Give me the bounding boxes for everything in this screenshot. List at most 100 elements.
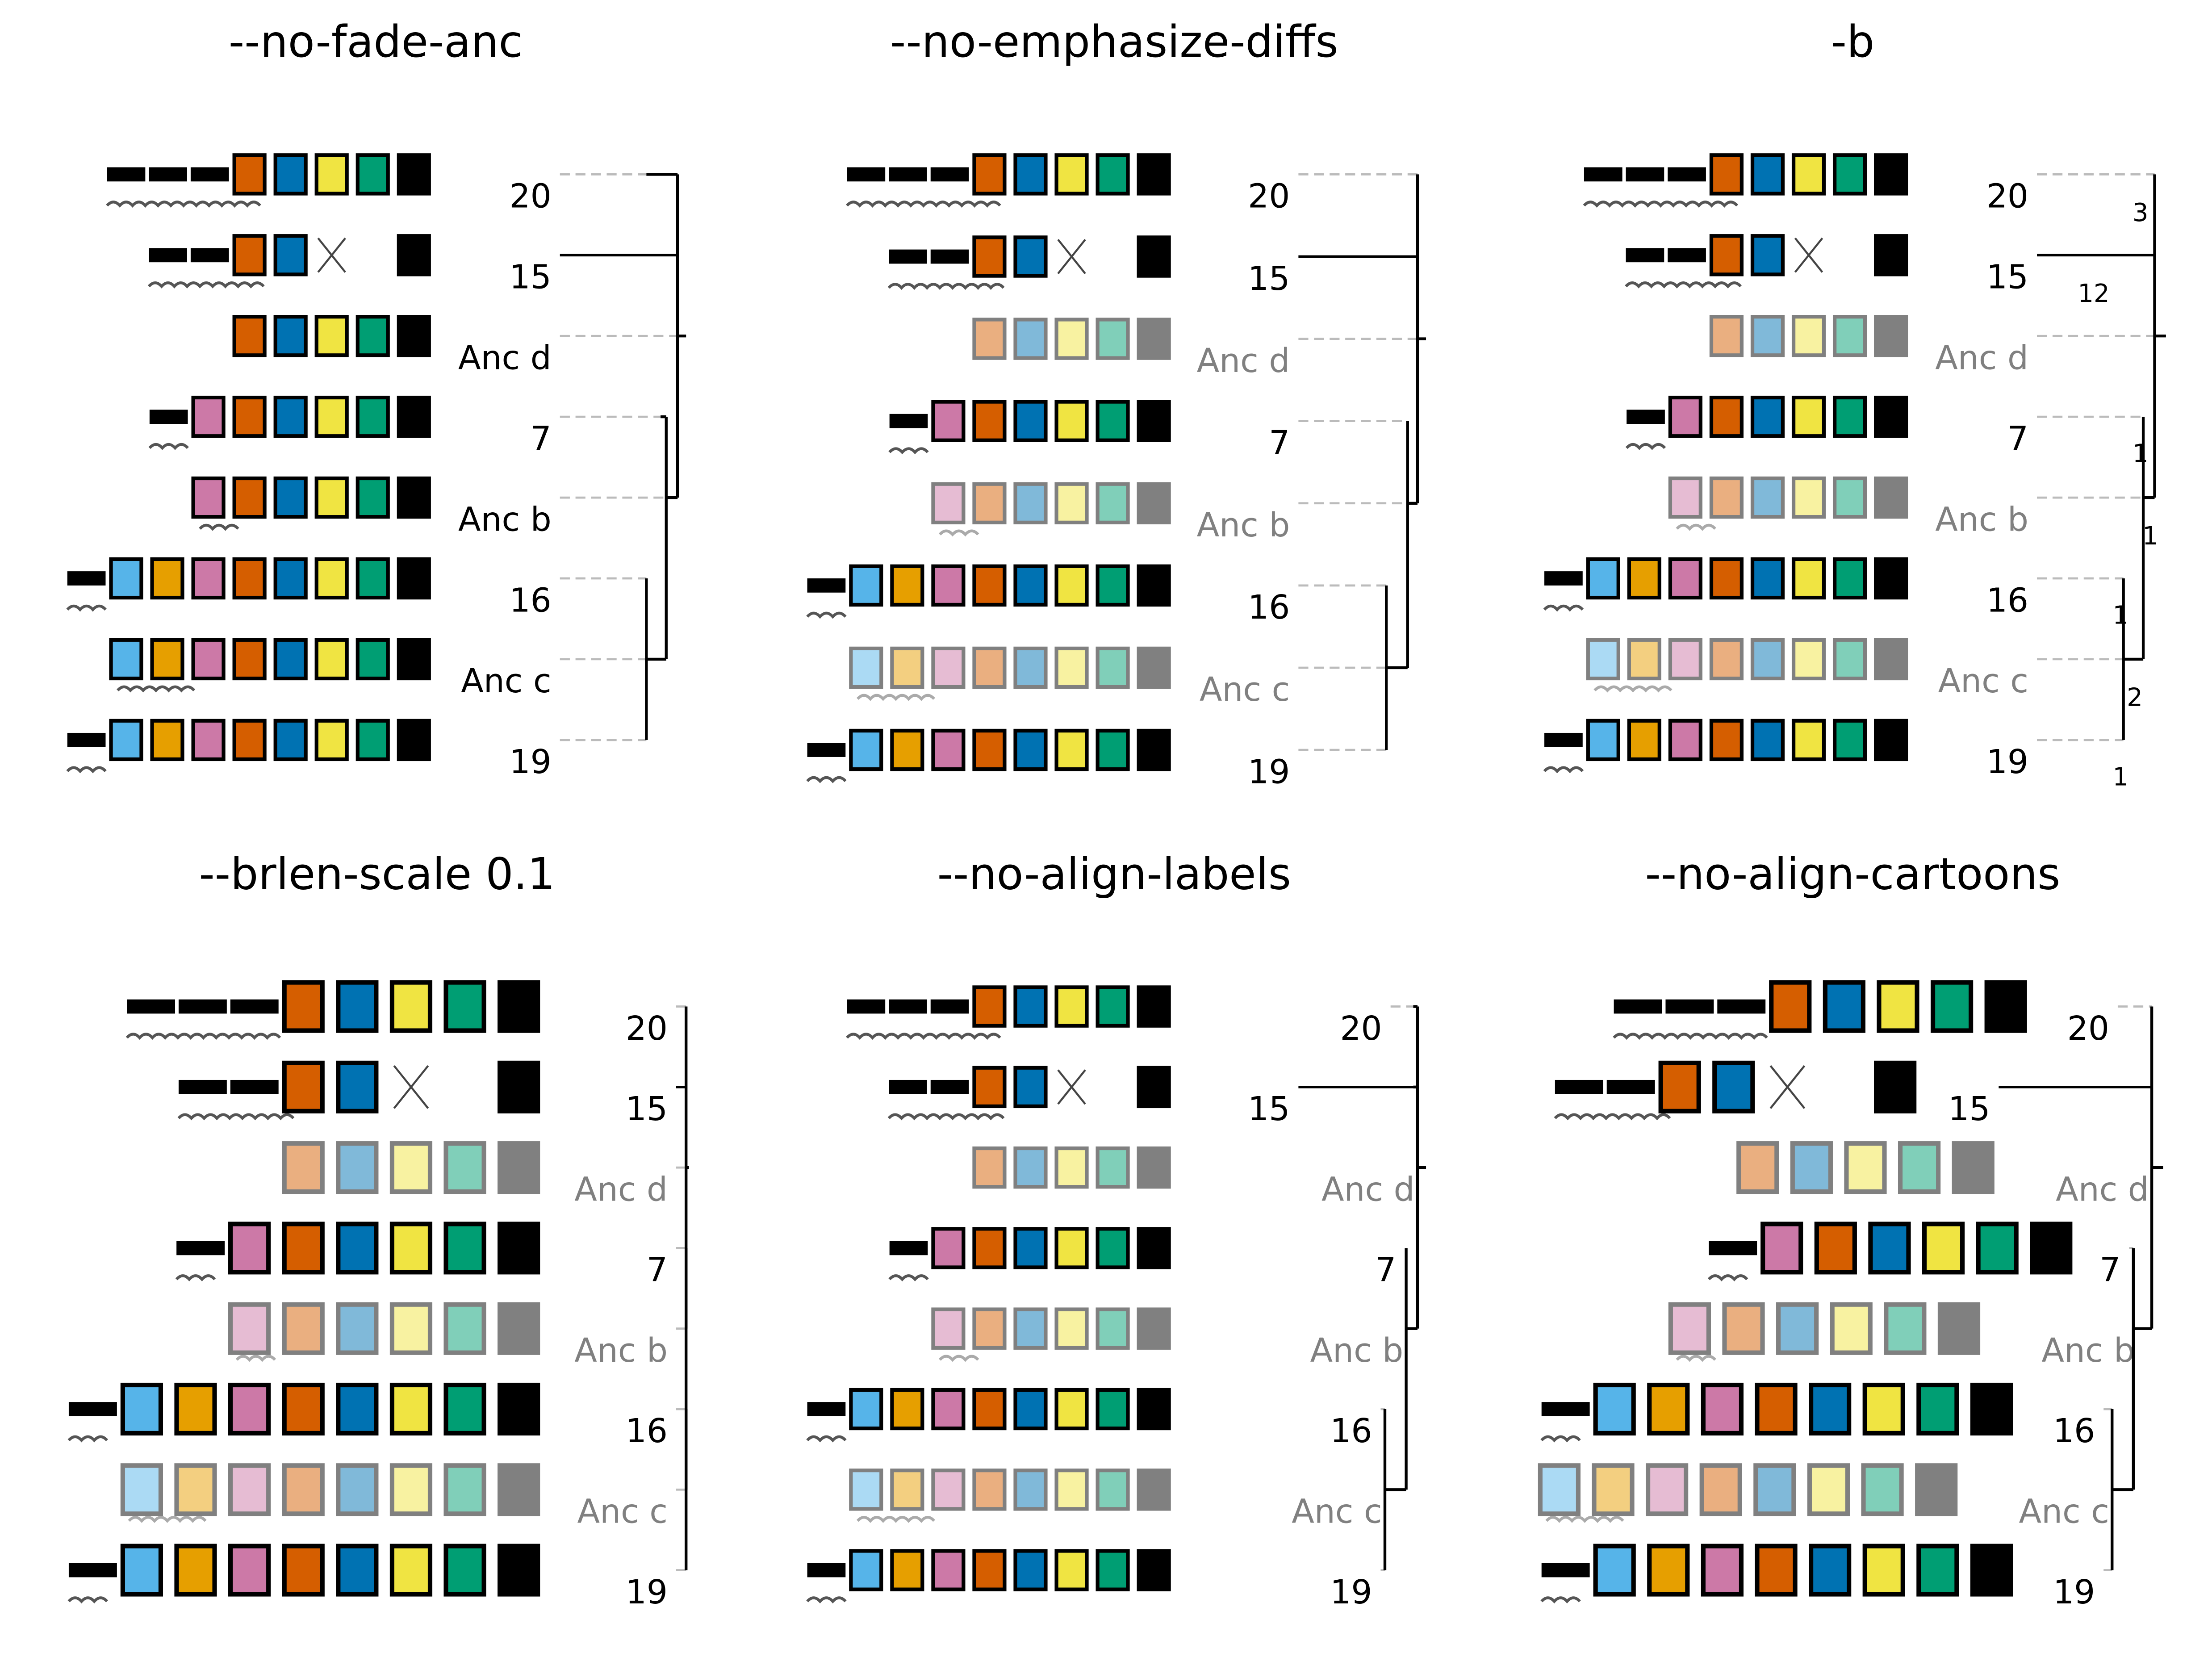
- lost-gene-cross: [317, 237, 346, 273]
- deletion-bar: [889, 1241, 928, 1255]
- gene-box-yellow: [389, 1222, 433, 1275]
- gene-box-blue: [1013, 564, 1048, 607]
- gene-box-blue: [273, 234, 308, 276]
- lost-gene-cross: [1794, 237, 1823, 273]
- deletion-bar: [68, 1402, 117, 1416]
- deletion-bar: [889, 249, 927, 264]
- indel-squiggle: [806, 776, 847, 783]
- deletion-bar: [230, 1080, 279, 1094]
- gene-box-black: [498, 1141, 540, 1194]
- indel-squiggle: [939, 529, 979, 537]
- tip-label: 7: [531, 419, 552, 458]
- gene-box-pink: [1668, 1302, 1711, 1355]
- gene-box-yellow: [1054, 482, 1089, 524]
- genome-row-2: 15: [887, 235, 1418, 298]
- deletion-bar: [930, 167, 969, 182]
- gene-box-skyblue: [109, 719, 143, 762]
- gene-box-green: [443, 1302, 486, 1355]
- lost-gene-cross: [1057, 239, 1086, 274]
- tip-label: 19: [1248, 753, 1290, 791]
- gene-box-yellow: [389, 1382, 433, 1435]
- gene-box-black: [1874, 557, 1908, 600]
- gene-box-blue: [336, 1141, 379, 1194]
- gene-box-blue: [273, 638, 308, 681]
- gene-box-blue: [273, 719, 308, 762]
- tip-label: 20: [626, 1009, 668, 1048]
- genome-row-4: 7: [888, 1227, 1396, 1289]
- gene-box-green: [1096, 1549, 1130, 1591]
- gene-box-blue: [1750, 719, 1785, 762]
- gene-box-blue: [1750, 638, 1785, 681]
- lost-gene-cross: [1057, 1069, 1086, 1105]
- genome-row-3: Anc d: [1709, 315, 2166, 377]
- gene-box-orange: [1709, 719, 1744, 762]
- gene-box-black: [397, 153, 431, 196]
- tip-label: Anc d: [574, 1170, 668, 1209]
- indel-squiggle: [106, 201, 261, 208]
- gene-box-skyblue: [849, 728, 883, 771]
- gene-box-black: [1937, 1302, 1981, 1355]
- gene-box-black: [1874, 476, 1908, 519]
- gene-box-yellow: [389, 1302, 433, 1355]
- lost-gene-cross: [393, 1065, 429, 1109]
- gene-box-blue: [336, 1544, 379, 1597]
- gene-box-blue: [1750, 395, 1785, 438]
- deletion-bar: [1665, 999, 1714, 1014]
- tip-label: Anc d: [1197, 342, 1290, 380]
- gene-box-orange: [972, 153, 1007, 196]
- deletion-bar: [1668, 167, 1706, 182]
- gene-box-pink: [931, 564, 966, 607]
- deletion-bar: [807, 578, 846, 593]
- gene-box-orange: [972, 564, 1007, 607]
- deletion-bar: [889, 167, 927, 182]
- tip-label: 19: [1986, 743, 2028, 781]
- deletion-bar: [930, 249, 969, 264]
- gene-box-green: [443, 1463, 486, 1516]
- tip-label: Anc b: [2041, 1331, 2135, 1370]
- tip-label: 20: [1986, 177, 2028, 216]
- gene-box-blue: [1750, 153, 1785, 196]
- genome-row-4: 7: [888, 400, 1408, 462]
- deletion-bar: [889, 414, 928, 428]
- deletion-bar: [1541, 1563, 1590, 1578]
- gene-box-orange: [1722, 1302, 1765, 1355]
- deletion-bar: [1541, 1402, 1590, 1416]
- gene-box-amber: [1647, 1382, 1690, 1435]
- gene-box-green: [1096, 646, 1130, 689]
- gene-box-blue: [1013, 1549, 1048, 1591]
- gene-box-orange: [1755, 1544, 1798, 1597]
- gene-box-black: [1137, 985, 1171, 1028]
- genome-row-6: 16: [1540, 1382, 2112, 1450]
- gene-box-blue: [273, 476, 308, 519]
- gene-box-pink: [931, 1307, 966, 1350]
- tip-label: Anc c: [577, 1493, 668, 1531]
- gene-box-yellow: [314, 315, 349, 357]
- gene-box-green: [1096, 564, 1130, 607]
- gene-box-green: [1096, 728, 1130, 771]
- gene-box-orange: [1658, 1060, 1701, 1113]
- indel-squiggle: [117, 685, 196, 693]
- gene-box-blue: [1809, 1382, 1852, 1435]
- deletion-bar: [930, 1080, 969, 1094]
- deletion-bar: [176, 1241, 225, 1255]
- genome-row-3: Anc d: [972, 1146, 1426, 1209]
- gene-box-black: [397, 557, 431, 600]
- gene-box-black: [1137, 235, 1171, 278]
- gene-box-orange: [282, 1544, 325, 1597]
- deletion-bar: [107, 167, 146, 182]
- indel-squiggle: [235, 1355, 276, 1362]
- gene-box-black: [1874, 395, 1908, 438]
- indel-squiggle: [66, 766, 107, 774]
- gene-box-orange: [282, 1141, 325, 1194]
- gene-box-green: [1916, 1382, 1959, 1435]
- genome-row-2: 15: [177, 1060, 686, 1128]
- gene-box-blue: [1823, 980, 1865, 1033]
- deletion-bar: [1614, 999, 1662, 1014]
- indel-squiggle: [148, 443, 189, 450]
- gene-box-blue: [1013, 1066, 1048, 1109]
- gene-box-green: [1096, 1227, 1130, 1269]
- panel-4: --brlen-scale 0.1 20 15 Anc d 7 Anc b 16 Anc c 1…: [67, 849, 689, 1611]
- tip-label: Anc c: [461, 662, 551, 700]
- gene-box-amber: [150, 557, 184, 600]
